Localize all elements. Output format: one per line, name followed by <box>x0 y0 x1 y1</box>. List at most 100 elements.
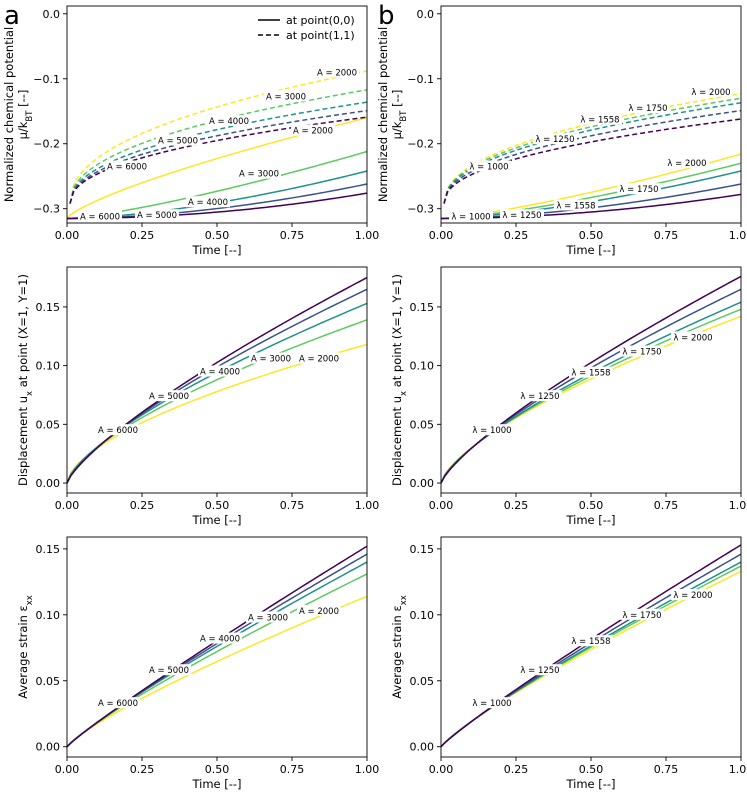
annotation-label-a-top-4: A = 6000 <box>107 162 147 172</box>
y-axis-label-units-b-top: μ/kBT [--] <box>390 90 409 140</box>
annotation-bg-b-mid-0 <box>470 424 514 436</box>
x-tick-label-b-bot-1: 0.25 <box>504 763 529 776</box>
series-line-a-bot-2 <box>66 561 368 748</box>
y-tick-label-a-mid-1: 0.05 <box>36 418 61 431</box>
annotation-label-a-mid-3: A = 3000 <box>251 355 291 365</box>
y-tick-label-b-mid-3: 0.15 <box>410 301 435 314</box>
annotation-label-b-top-2: λ = 1558 <box>580 116 619 126</box>
panels: A = 2000 A = 3000 A = 4000 A = 5000 A = 6000… <box>2 5 747 791</box>
x-axis-label-b-top: Time [--] <box>565 243 615 257</box>
x-tick-label-b-mid-4: 1.00 <box>729 499 747 512</box>
x-tick-label-a-bot-3: 0.75 <box>280 763 305 776</box>
annotation-bg-b-bot-1 <box>518 664 562 676</box>
series-line-a-mid-0 <box>66 343 368 484</box>
annotation-bg-b-mid-2 <box>569 366 613 378</box>
annotation-label-a-top-8: A = 5000 <box>137 211 177 221</box>
series-line-a-top-7 <box>69 101 368 204</box>
annotation-bg-a-mid-0 <box>96 424 140 436</box>
x-tick-label-a-mid-1: 0.25 <box>130 499 155 512</box>
y-axis-label-units-a-top: μ/kBT [--] <box>16 90 35 140</box>
y-tick-label-b-bot-1: 0.05 <box>410 675 435 688</box>
annotation-bg-b-mid-3 <box>620 345 664 357</box>
x-tick-label-a-top-1: 0.25 <box>130 229 155 242</box>
x-tick-label-b-mid-0: 0.00 <box>429 499 454 512</box>
series-line-b-top-7 <box>443 102 742 204</box>
annotation-label-b-bot-2: λ = 1558 <box>571 637 610 647</box>
annotation-label-b-mid-3: λ = 1750 <box>622 348 661 358</box>
annotation-bg-a-top-0 <box>315 66 359 78</box>
annotation-bg-a-top-4 <box>105 160 149 172</box>
annotation-bg-b-top-4 <box>467 160 511 172</box>
x-axis-label-b-bot: Time [--] <box>565 777 615 791</box>
annotation-bg-b-top-5 <box>665 157 709 169</box>
annotation-label-a-mid-4: A = 2000 <box>299 355 339 365</box>
annotation-bg-a-bot-3 <box>246 611 290 623</box>
y-axis-label-a-mid: Displacement ux at point (X=1, Y=1) <box>16 274 35 486</box>
x-tick-label-a-bot-2: 0.50 <box>205 763 230 776</box>
x-tick-label-a-mid-2: 0.50 <box>205 499 230 512</box>
annotation-bg-a-top-3 <box>156 134 200 146</box>
x-tick-label-a-bot-4: 1.00 <box>355 763 380 776</box>
annotation-bg-a-mid-2 <box>198 365 242 377</box>
annotation-bg-a-mid-4 <box>297 352 341 364</box>
series-line-a-bot-0 <box>66 595 368 748</box>
annotation-label-b-top-1: λ = 1750 <box>628 104 667 114</box>
y-tick-label-b-mid-1: 0.05 <box>410 418 435 431</box>
annotation-label-a-top-6: A = 3000 <box>239 170 279 180</box>
annotation-label-a-top-2: A = 4000 <box>209 117 249 127</box>
annotation-bg-b-top-3 <box>533 133 577 145</box>
y-tick-label-b-mid-2: 0.10 <box>410 360 435 373</box>
annotation-label-b-mid-2: λ = 1558 <box>571 369 610 379</box>
chart-b-top: λ = 2000 λ = 1750 λ = 1558 λ = 1250 λ = 1000… <box>376 5 747 257</box>
series-line-b-bot-3 <box>440 553 742 748</box>
annotation-bg-a-top-1 <box>264 90 308 102</box>
annotation-label-a-bot-4: A = 2000 <box>299 607 339 617</box>
annotation-label-a-top-0: A = 2000 <box>317 68 357 78</box>
series-line-a-top-5 <box>69 70 368 204</box>
annotation-bg-b-mid-4 <box>671 331 715 343</box>
annotation-label-a-bot-3: A = 3000 <box>248 613 288 623</box>
y-tick-label-b-bot-3: 0.15 <box>410 543 435 556</box>
annotation-bg-b-top-0 <box>689 85 733 97</box>
annotation-label-a-top-9: A = 6000 <box>80 213 120 223</box>
x-tick-label-a-top-2: 0.50 <box>205 229 230 242</box>
x-tick-label-b-mid-1: 0.25 <box>504 499 529 512</box>
panel-letter-b: b <box>378 1 395 31</box>
annotation-label-a-top-1: A = 3000 <box>266 92 306 102</box>
legend: at point(0,0) at point(1,1) <box>258 14 355 42</box>
annotation-bg-a-top-2 <box>207 114 251 126</box>
x-tick-label-b-top-2: 0.50 <box>579 229 604 242</box>
annotation-bg-b-top-8 <box>500 209 544 221</box>
annotation-label-b-top-7: λ = 1558 <box>556 201 595 211</box>
annotation-bg-a-bot-4 <box>297 604 341 616</box>
panel-letter-a: a <box>4 1 20 31</box>
x-axis-label-b-mid: Time [--] <box>565 513 615 527</box>
x-tick-label-a-mid-0: 0.00 <box>55 499 80 512</box>
y-tick-label-b-top-2: −0.1 <box>407 73 434 86</box>
y-tick-label-a-bot-3: 0.15 <box>36 543 61 556</box>
x-tick-label-b-bot-3: 0.75 <box>654 763 679 776</box>
chart-a-mid: A = 6000 A = 5000 A = 4000 A = 3000 A = 2000… <box>16 266 379 527</box>
annotation-label-a-bot-2: A = 4000 <box>200 635 240 645</box>
chart-a-bot: A = 6000 A = 5000 A = 4000 A = 3000 A = 2000… <box>16 536 380 791</box>
y-tick-label-a-bot-0: 0.00 <box>36 741 61 754</box>
annotation-label-b-mid-1: λ = 1250 <box>520 392 559 402</box>
annotation-label-b-top-8: λ = 1250 <box>502 211 541 221</box>
annotation-bg-b-top-6 <box>617 183 661 195</box>
annotation-bg-b-top-7 <box>554 199 598 211</box>
chart-b-mid: λ = 1000 λ = 1250 λ = 1558 λ = 1750 λ = 2000… <box>390 266 747 527</box>
annotation-label-b-bot-0: λ = 1000 <box>472 699 511 709</box>
annotation-bg-a-top-7 <box>186 196 230 208</box>
annotation-label-b-bot-4: λ = 2000 <box>673 591 712 601</box>
series-line-b-top-5 <box>443 92 742 204</box>
x-tick-label-a-bot-0: 0.00 <box>55 763 80 776</box>
annotation-label-b-top-9: λ = 1000 <box>451 213 490 223</box>
x-tick-label-b-bot-2: 0.50 <box>579 763 604 776</box>
y-tick-label-b-bot-2: 0.10 <box>410 609 435 622</box>
annotation-bg-a-top-8 <box>135 209 179 221</box>
y-axis-label-b-top: Normalized chemical potential <box>376 27 390 202</box>
y-tick-label-a-top-2: −0.1 <box>33 73 60 86</box>
annotation-label-b-mid-0: λ = 1000 <box>472 426 511 436</box>
annotation-bg-b-top-2 <box>578 113 622 125</box>
